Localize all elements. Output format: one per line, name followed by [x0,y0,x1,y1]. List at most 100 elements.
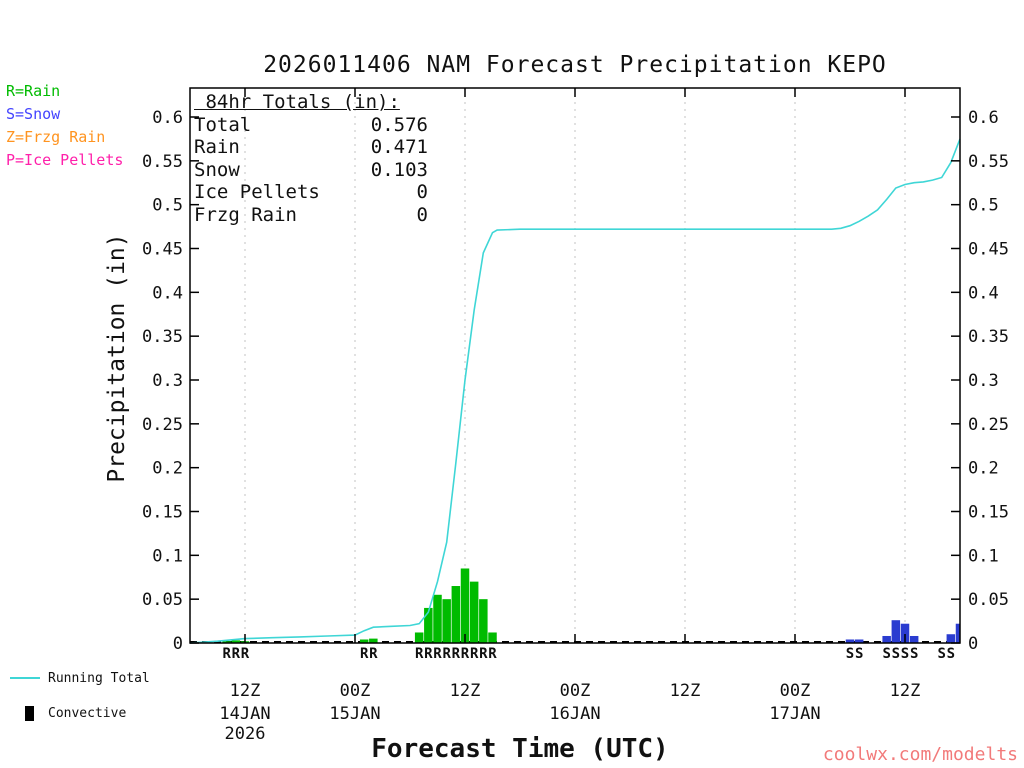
y-tick-label-left: 0.35 [142,327,183,347]
totals-row-total: Total 0.576 [194,114,428,137]
legend-ice-pellets: P=Ice Pellets [6,151,124,169]
snow-bar [909,635,919,643]
series-legend: Running Total Convective [10,668,150,738]
legend-convective-label: Convective [48,705,127,721]
rain-mark: R [433,646,442,662]
snow-bar [882,635,891,643]
rain-bar [460,568,470,643]
snow-bar [854,639,864,643]
totals-row-ice-pellets: Ice Pellets 0 [194,181,428,204]
rain-mark: R [415,646,424,662]
y-tick-label-left: 0.2 [152,459,183,479]
x-date-label: 15JAN [329,704,380,724]
y-tick-label-right: 0.4 [968,283,999,303]
x-tick-label: 12Z [890,681,921,701]
y-tick-label-right: 0.05 [968,590,1009,610]
totals-row-frzg-rain: Frzg Rain 0 [194,204,428,227]
rain-bar [433,594,442,643]
x-tick-label: 12Z [230,681,261,701]
x-axis-label: Forecast Time (UTC) [371,734,669,764]
precip-type-legend: R=Rain S=Snow Z=Frzg Rain P=Ice Pellets [6,80,123,172]
y-tick-label-left: 0.05 [142,590,183,610]
rain-mark: R [470,646,479,662]
y-tick-label-right: 0.15 [968,503,1009,523]
rain-bar [488,632,497,643]
totals-value: 0 [416,203,428,226]
rain-bar [414,632,424,643]
x-date-label: 14JAN [219,704,270,724]
running-total-line-swatch [10,677,40,679]
snow-bar [891,620,901,643]
legend-rain: R=Rain [6,82,61,100]
y-tick-label-left: 0.45 [142,240,183,260]
snow-mark: S [901,646,909,662]
y-tick-label-right: 0.2 [968,459,999,479]
y-tick-label-left: 0.3 [152,371,183,391]
y-tick-label-right: 0.35 [968,327,1009,347]
snow-bar [946,634,956,643]
x-tick-label: 00Z [560,681,591,701]
y-tick-label-right: 0.3 [968,371,999,391]
totals-label: Snow [194,158,240,181]
rain-mark: R [241,646,250,662]
rain-bar [231,640,241,643]
snow-mark: S [947,646,955,662]
rain-bar [369,638,378,643]
snow-mark: S [910,646,918,662]
rain-mark: R [222,646,231,662]
y-tick-label-right: 0 [968,634,978,654]
running-total-line [189,138,961,644]
legend-running-total: Running Total [10,668,150,688]
rain-bar [479,599,488,643]
y-tick-label-left: 0.15 [142,503,183,523]
rain-mark: R [360,646,369,662]
rain-bar [424,607,433,643]
totals-label: Rain [194,136,240,158]
y-tick-label-left: 0.5 [152,196,183,216]
totals-heading: 84hr Totals (in): [194,91,400,113]
x-year-label: 2026 [225,724,266,744]
y-tick-label-right: 0.25 [968,415,1009,435]
rain-bar [451,586,461,643]
y-tick-label-right: 0.55 [968,152,1009,172]
snow-bar [955,623,960,643]
totals-label: Frzg Rain [194,203,297,226]
x-tick-label: 00Z [340,681,371,701]
rain-mark: R [488,646,497,662]
snow-mark: S [846,646,854,662]
legend-convective: Convective [10,703,150,723]
y-tick-label-left: 0.25 [142,415,183,435]
rain-mark: R [232,646,241,662]
x-date-label: 16JAN [549,704,600,724]
rain-bar [222,641,231,643]
x-date-label: 17JAN [769,704,820,724]
rain-bar [469,581,479,643]
snow-bar [845,639,855,643]
rain-mark: R [479,646,488,662]
totals-value: 0.471 [370,136,428,158]
snow-mark: S [855,646,863,662]
totals-row-rain: Rain 0.471 [194,136,428,159]
y-tick-label-left: 0 [173,634,183,654]
totals-label: Total [194,113,252,136]
y-tick-label-right: 0.5 [968,196,999,216]
convective-bar-swatch [25,705,34,721]
totals-row-snow: Snow 0.103 [194,159,428,182]
legend-snow: S=Snow [6,105,61,123]
snow-mark: S [882,646,890,662]
snow-bar [900,623,910,643]
x-tick-label: 12Z [670,681,701,701]
totals-value: 0.103 [370,158,428,181]
rain-mark: R [424,646,433,662]
y-tick-label-left: 0.4 [152,283,183,303]
y-tick-label-left: 0.6 [152,108,183,128]
rain-mark: R [452,646,461,662]
totals-value: 0.576 [370,113,428,136]
chart-title: 2026011406 NAM Forecast Precipitation KE… [263,52,887,78]
y-tick-label-right: 0.1 [968,546,999,566]
totals-label: Ice Pellets [194,181,320,203]
y-tick-label-right: 0.6 [968,108,999,128]
totals-box: 84hr Totals (in): Total 0.576 Rain 0.471… [194,91,428,226]
